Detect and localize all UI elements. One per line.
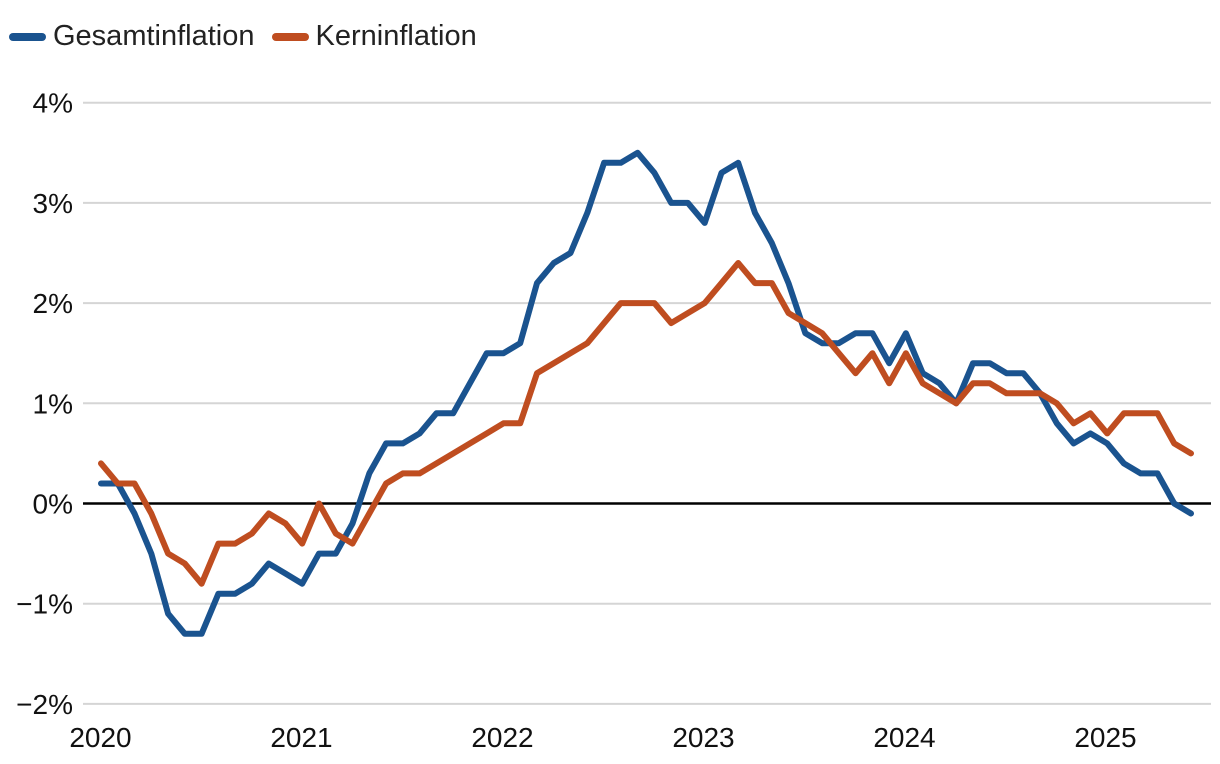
gesamtinflation-line-swatch-icon bbox=[9, 32, 46, 41]
svg-text:2022: 2022 bbox=[471, 722, 533, 753]
svg-text:2023: 2023 bbox=[672, 722, 734, 753]
line-kerninflation bbox=[98, 260, 1194, 587]
kerninflation-line-swatch-icon bbox=[271, 32, 309, 41]
svg-text:1%: 1% bbox=[33, 388, 73, 419]
svg-text:3%: 3% bbox=[33, 188, 73, 219]
svg-text:2025: 2025 bbox=[1074, 722, 1136, 753]
svg-text:0%: 0% bbox=[33, 489, 73, 520]
svg-text:2021: 2021 bbox=[270, 722, 332, 753]
chart-legend: Gesamtinflation Kerninflation bbox=[9, 22, 477, 51]
legend-label-kerninflation: Kerninflation bbox=[315, 20, 477, 52]
horizontal-gridlines bbox=[83, 101, 1211, 705]
series-lines bbox=[98, 149, 1194, 637]
x-axis-tick-labels: 2020 2021 2022 2023 2024 2025 bbox=[69, 722, 1136, 753]
y-axis-tick-labels: 4% 3% 2% 1% 0% −1% −2% bbox=[16, 88, 73, 720]
svg-text:−2%: −2% bbox=[16, 689, 73, 720]
legend-item-kerninflation: Kerninflation bbox=[271, 20, 477, 52]
svg-text:2020: 2020 bbox=[69, 722, 131, 753]
legend-item-gesamtinflation: Gesamtinflation bbox=[9, 22, 255, 51]
svg-text:2%: 2% bbox=[33, 288, 73, 319]
line-gesamtinflation bbox=[98, 149, 1194, 637]
svg-text:4%: 4% bbox=[33, 88, 73, 119]
svg-text:2024: 2024 bbox=[873, 722, 935, 753]
legend-label-gesamtinflation: Gesamtinflation bbox=[53, 20, 255, 52]
svg-text:−1%: −1% bbox=[16, 589, 73, 620]
